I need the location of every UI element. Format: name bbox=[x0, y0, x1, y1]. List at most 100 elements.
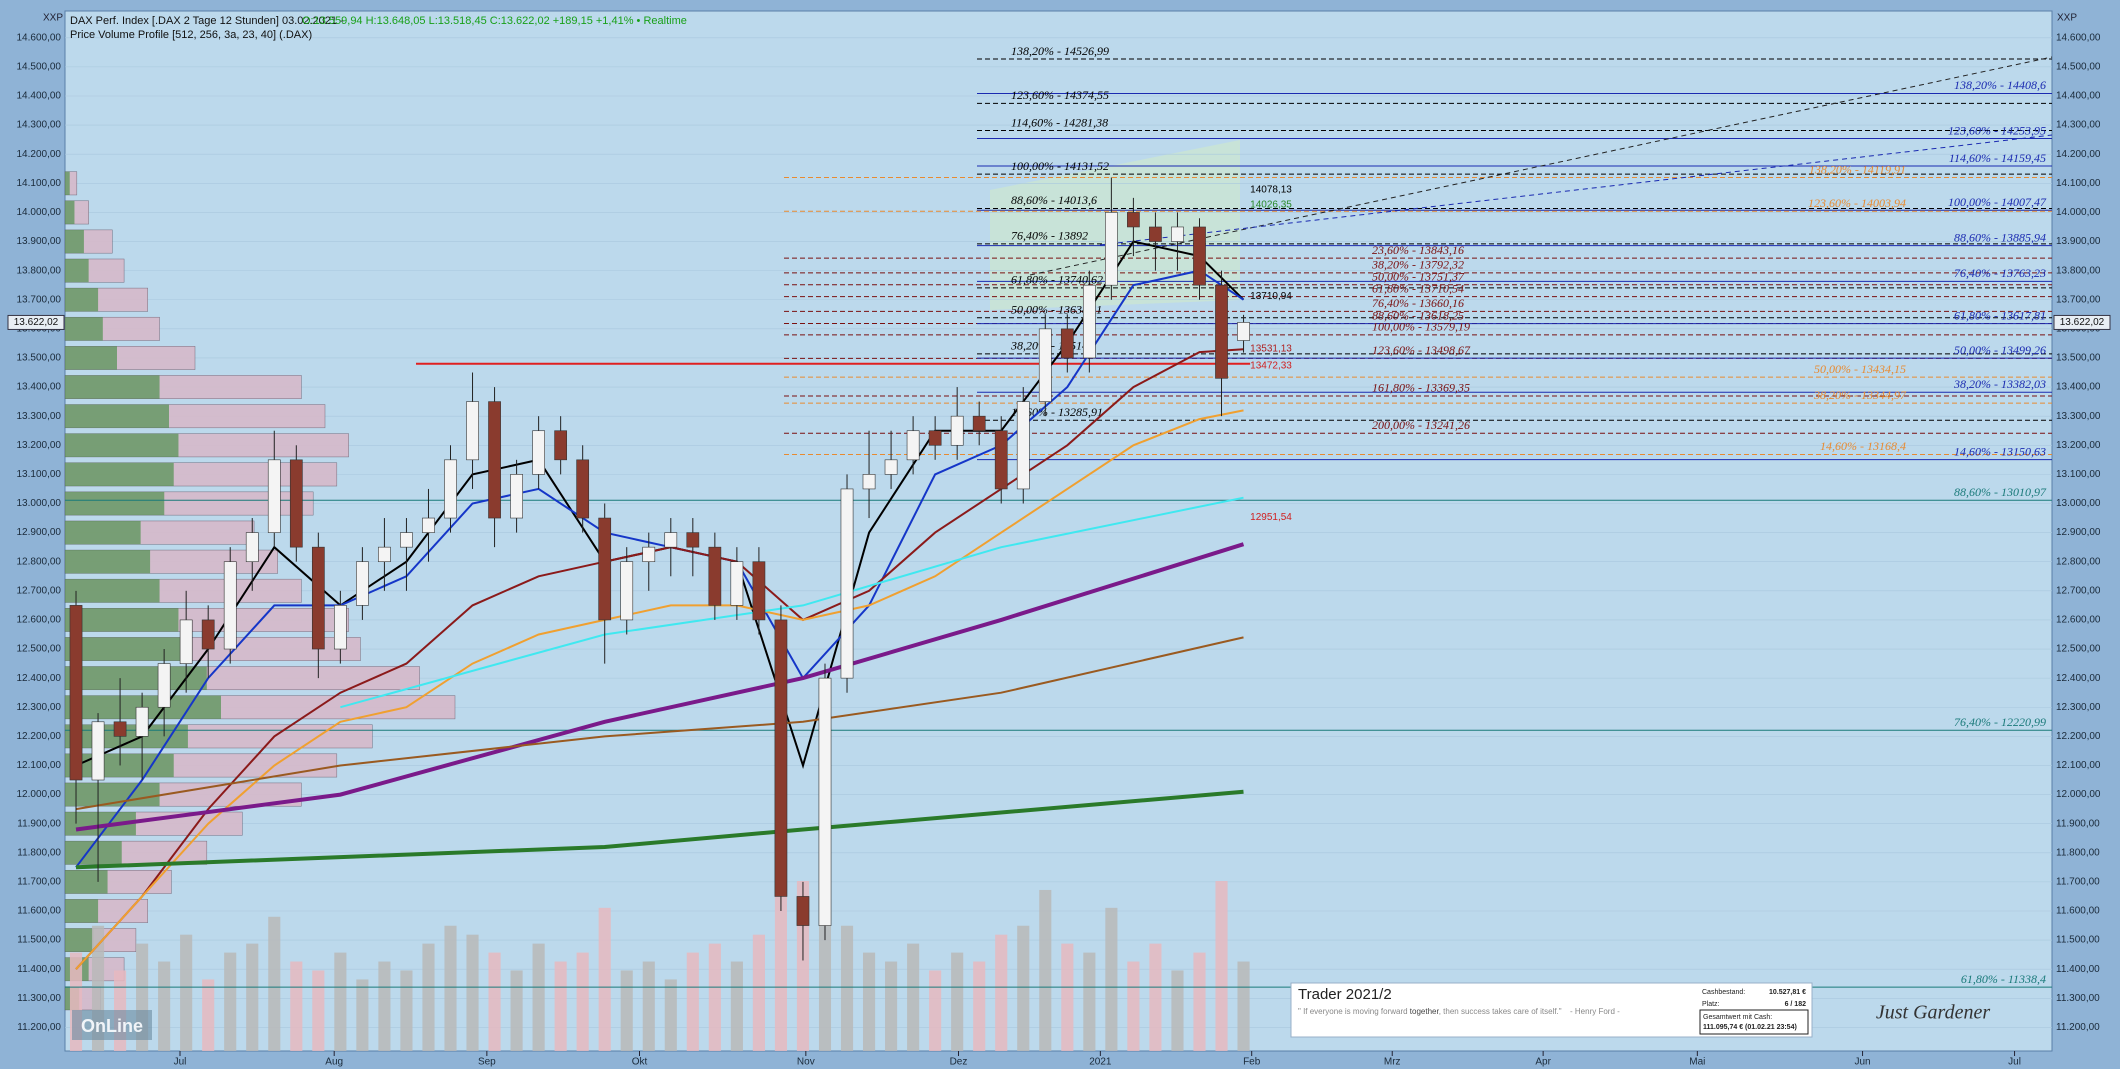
profile-value-area bbox=[65, 520, 141, 545]
volume-bar bbox=[158, 961, 171, 1051]
y-tick-label: 11.400,00 bbox=[17, 964, 61, 975]
trend-line bbox=[1099, 134, 2053, 246]
candle-body bbox=[444, 459, 457, 519]
profile-value-area bbox=[65, 608, 179, 632]
candle-body bbox=[113, 721, 127, 737]
price-annotation: 14026,35 bbox=[1250, 199, 1292, 210]
profile-value-area bbox=[65, 491, 165, 516]
last-price-tag bbox=[7, 314, 65, 330]
fib-label: 100,00% - 13579,19 bbox=[1372, 320, 1470, 334]
y-tick-label: 12.100,00 bbox=[2056, 760, 2101, 771]
volume-bar bbox=[973, 961, 986, 1051]
candle-body bbox=[994, 430, 1008, 490]
fib-label: 123,60% - 13498,67 bbox=[1372, 343, 1471, 357]
candle-body bbox=[1038, 328, 1052, 402]
profile-value-area bbox=[65, 229, 84, 254]
fib-label: 61,80% - 13740,62 bbox=[1011, 273, 1103, 287]
moving-average bbox=[75, 542, 1245, 832]
info-title: Trader 2021/2 bbox=[1298, 986, 1392, 1003]
fib-label: 88,60% - 13010,97 bbox=[1954, 485, 2047, 499]
volume-bar bbox=[554, 961, 567, 1051]
volume-bar bbox=[907, 943, 920, 1051]
y-tick-label: 12.800,00 bbox=[2056, 556, 2101, 567]
y-tick-label: 14.000,00 bbox=[2056, 207, 2101, 218]
candle-body bbox=[91, 721, 105, 781]
y-tick-label: 11.600,00 bbox=[17, 906, 61, 917]
candle-body bbox=[267, 459, 281, 533]
candle-body bbox=[1215, 284, 1228, 379]
candle-body bbox=[862, 474, 876, 490]
profile-value-area bbox=[65, 870, 108, 894]
volume-bar bbox=[1105, 907, 1118, 1051]
y-tick-label: 13.400,00 bbox=[17, 382, 62, 393]
y-tick-label: 12.900,00 bbox=[17, 527, 62, 538]
header-title: DAX Perf. Index [.DAX 2 Tage 12 Stunden]… bbox=[70, 15, 344, 27]
fib-label: 76,40% - 12220,99 bbox=[1954, 715, 2046, 729]
profile-value-area bbox=[65, 404, 169, 428]
y-tick-label: 14.200,00 bbox=[17, 149, 62, 160]
candle-body bbox=[554, 430, 568, 461]
fib-label: 38,20% - 13382,03 bbox=[1953, 377, 2046, 391]
fib-label: 14,60% - 13168,4 bbox=[1820, 439, 1906, 453]
volume-bar bbox=[378, 961, 391, 1051]
y-tick-label: 14.500,00 bbox=[2056, 62, 2101, 73]
candle-body bbox=[818, 677, 832, 926]
candle-body bbox=[796, 896, 810, 926]
fib-label: 138,20% - 14119,91 bbox=[1809, 162, 1906, 176]
candle-body bbox=[730, 561, 744, 606]
info-value: 10.527,81 € bbox=[1769, 989, 1806, 996]
y-tick-label: 13.300,00 bbox=[2056, 411, 2101, 422]
volume-bar bbox=[334, 952, 347, 1051]
candle-body bbox=[466, 401, 479, 461]
candle-body bbox=[1171, 226, 1184, 242]
candle-body bbox=[400, 532, 413, 548]
y-tick-label: 14.200,00 bbox=[2056, 149, 2101, 160]
fib-label: 114,60% - 14159,45 bbox=[1949, 151, 2046, 165]
price-annotation: 13472,33 bbox=[1250, 361, 1292, 372]
signature: Just Gardener bbox=[1876, 1002, 1990, 1024]
volume-bar bbox=[576, 952, 589, 1051]
last-price-label: 13.622,02 bbox=[2060, 317, 2105, 328]
y-tick-label: 12.200,00 bbox=[17, 731, 62, 742]
volume-bar bbox=[708, 943, 721, 1051]
candle-body bbox=[311, 546, 325, 650]
y-tick-label: 11.800,00 bbox=[17, 847, 61, 858]
volume-bar bbox=[246, 943, 259, 1051]
y-tick-label: 12.700,00 bbox=[2056, 585, 2101, 596]
volume-bar bbox=[1193, 952, 1206, 1051]
candle-body bbox=[245, 532, 259, 563]
plot-area bbox=[64, 10, 2053, 1052]
x-tick-label: Jul bbox=[2008, 1057, 2021, 1068]
volume-bar bbox=[202, 979, 215, 1051]
volume-bar bbox=[818, 898, 832, 1051]
fib-label: 76,40% - 13763,23 bbox=[1954, 266, 2046, 280]
info-label: Cashbestand: bbox=[1702, 989, 1745, 996]
y-tick-label: 12.600,00 bbox=[17, 615, 62, 626]
y-tick-label: 11.400,00 bbox=[2056, 964, 2100, 975]
x-tick-label: Apr bbox=[1535, 1057, 1551, 1068]
front-layer: 11.200,00 11.200,00 11.300,00 11.300,00 11.4… bbox=[7, 32, 2111, 1068]
y-tick-label: 14.300,00 bbox=[2056, 120, 2101, 131]
info-label: Platz: bbox=[1702, 1001, 1720, 1008]
y-tick-label: 11.600,00 bbox=[2056, 906, 2100, 917]
x-tick-label: 2021 bbox=[1089, 1057, 1112, 1068]
volume-bar bbox=[730, 961, 743, 1051]
volume-bar bbox=[268, 916, 281, 1051]
y-tick-label: 13.200,00 bbox=[17, 440, 62, 451]
candle-body bbox=[532, 430, 545, 475]
profile-value-area bbox=[65, 666, 207, 690]
volume-bar bbox=[1215, 881, 1228, 1051]
fib-label: 61,80% - 11338,4 bbox=[1961, 972, 2046, 986]
volume-bar bbox=[1039, 889, 1052, 1051]
y-tick-label: 11.700,00 bbox=[17, 877, 61, 888]
y-tick-label: 13.000,00 bbox=[2056, 498, 2101, 509]
y-tick-label: 13.800,00 bbox=[17, 265, 62, 276]
candle-body bbox=[620, 561, 634, 621]
candle-body bbox=[840, 488, 854, 679]
info-author: - Henry Ford - bbox=[1570, 1007, 1620, 1016]
volume-bar bbox=[1017, 925, 1030, 1051]
volume-bar bbox=[1237, 961, 1250, 1051]
profile-value-area bbox=[65, 258, 89, 283]
fib-label: 38,20% - 13344,97 bbox=[1813, 388, 1907, 402]
